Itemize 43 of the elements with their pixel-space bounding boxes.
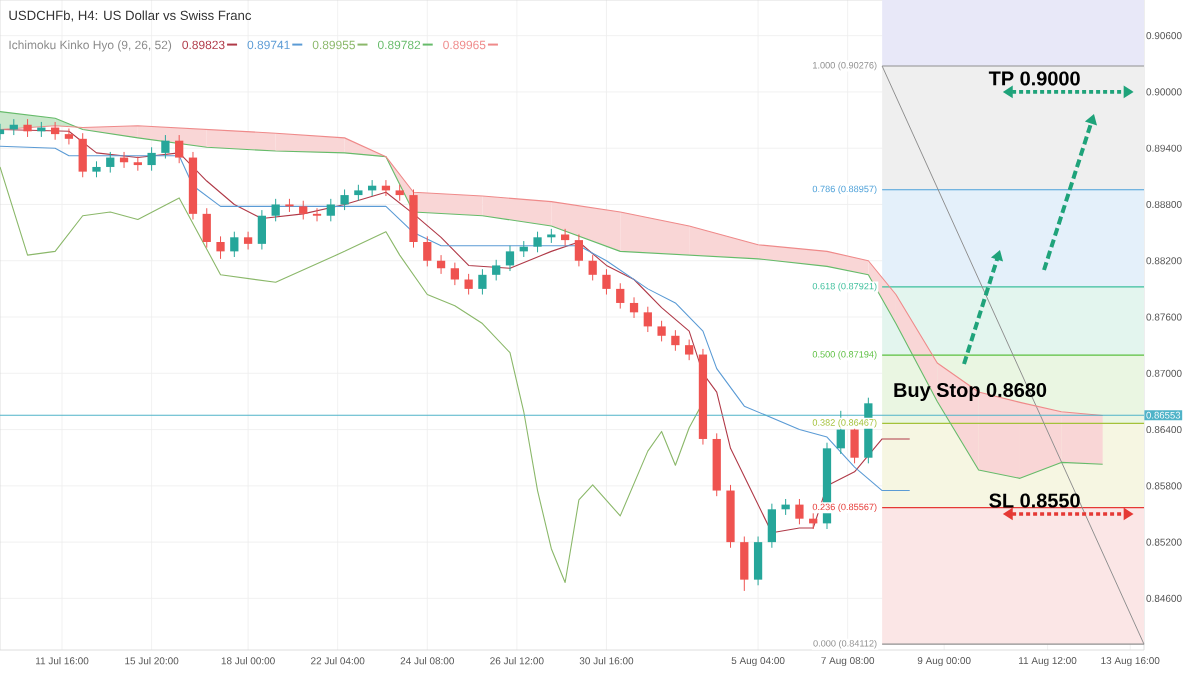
candlestick <box>202 207 211 249</box>
candlestick <box>243 231 253 250</box>
candlestick <box>657 320 666 342</box>
candlestick <box>230 231 239 258</box>
candlestick <box>574 233 584 267</box>
candlestick <box>533 231 542 253</box>
candlestick <box>753 536 763 586</box>
candlestick <box>326 198 335 222</box>
candlestick <box>685 339 694 361</box>
candlestick <box>560 228 570 247</box>
candlestick <box>671 329 680 352</box>
candlestick <box>588 254 597 281</box>
candlestick <box>492 259 501 281</box>
candlestick <box>312 207 322 222</box>
candlestick <box>464 273 473 296</box>
candlestick <box>257 209 267 250</box>
candlestick <box>423 235 432 267</box>
candlestick <box>161 134 170 160</box>
ref-line-label: TP 0.9000 <box>988 71 1080 86</box>
candlestick <box>478 268 487 296</box>
candlestick <box>175 134 184 164</box>
candlestick <box>450 262 459 286</box>
candlestick <box>740 536 749 592</box>
candlestick <box>147 146 156 172</box>
candlestick <box>271 198 280 222</box>
candlestick <box>409 188 418 249</box>
candlestick <box>340 188 349 211</box>
candlestick <box>78 132 87 178</box>
annotation: Buy Stop 0.8680 <box>894 382 1047 402</box>
candlestick <box>629 296 639 319</box>
candlestick <box>643 306 652 333</box>
candlestick <box>64 127 74 145</box>
candlestick <box>106 151 115 174</box>
candlestick <box>602 268 611 296</box>
candlestick <box>616 282 625 310</box>
candlestick <box>436 254 446 275</box>
candlestick <box>795 498 804 525</box>
line-series <box>0 166 704 584</box>
ref-line-label: SL 0.8550 <box>989 493 1080 508</box>
candlestick <box>505 245 515 272</box>
candlestick <box>299 200 308 220</box>
candlestick <box>767 503 776 549</box>
candlestick <box>216 235 225 260</box>
